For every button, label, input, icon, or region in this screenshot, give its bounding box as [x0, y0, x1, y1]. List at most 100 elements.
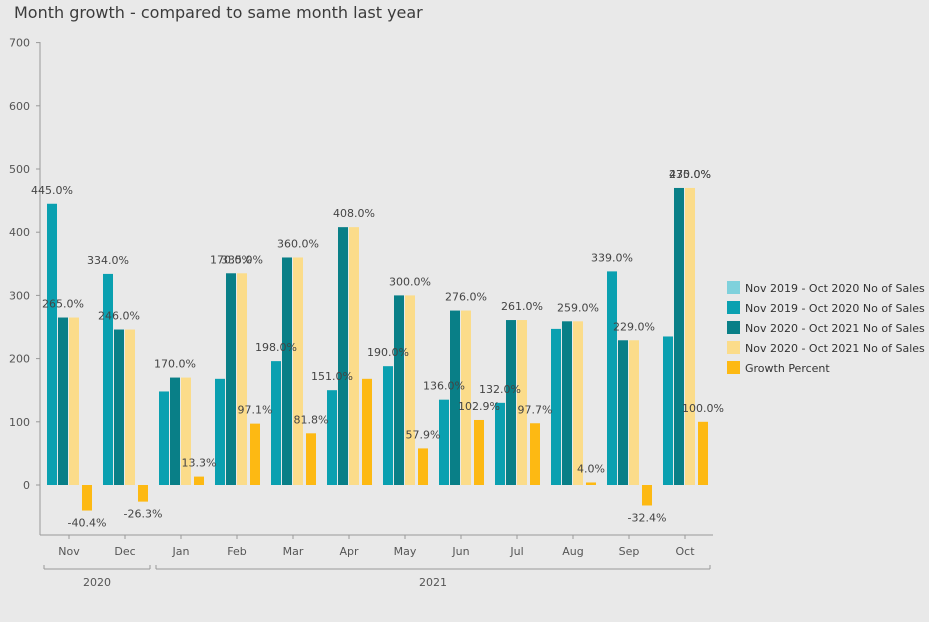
- bar-nov-2020-oct-2021-no-of-sales-may[interactable]: [394, 295, 404, 485]
- bar-growth-percent-jun[interactable]: [474, 419, 484, 485]
- bar-nov-2019-oct-2020-no-of-sales-oct[interactable]: [663, 336, 673, 485]
- bar-nov-2019-oct-2020-no-of-sales-may[interactable]: [383, 366, 393, 485]
- data-label-growth: 81.8%: [294, 413, 329, 426]
- legend-label[interactable]: Nov 2019 - Oct 2020 No of Sales: [745, 302, 925, 315]
- bar-nov-2020-oct-2021-no-of-sales-oct[interactable]: [685, 187, 695, 485]
- bar-nov-2020-oct-2021-no-of-sales-nov[interactable]: [58, 317, 68, 485]
- data-label-bar1: 132.0%: [479, 383, 521, 396]
- data-label-bar3: 360.0%: [277, 237, 319, 250]
- legend-swatch[interactable]: [727, 281, 740, 294]
- bar-nov-2020-oct-2021-no-of-sales-aug[interactable]: [573, 321, 583, 485]
- data-label-growth: 57.9%: [406, 428, 441, 441]
- data-label-growth: -32.4%: [628, 511, 667, 524]
- bar-growth-percent-jan[interactable]: [194, 476, 204, 485]
- year-group-label: 2021: [419, 576, 447, 589]
- data-label-bar3: 408.0%: [333, 207, 375, 220]
- legend-swatch[interactable]: [727, 341, 740, 354]
- bar-nov-2019-oct-2020-no-of-sales-sep[interactable]: [607, 271, 617, 485]
- data-label-bar1: 334.0%: [87, 254, 129, 267]
- data-label-growth: 100.0%: [682, 402, 724, 415]
- bar-growth-percent-aug[interactable]: [586, 482, 596, 485]
- legend-swatch[interactable]: [727, 301, 740, 314]
- bar-nov-2020-oct-2021-no-of-sales-mar[interactable]: [293, 257, 303, 485]
- bar-nov-2020-oct-2021-no-of-sales-jun[interactable]: [461, 310, 471, 485]
- data-label-bar1: 151.0%: [311, 370, 353, 383]
- legend-label[interactable]: Nov 2020 - Oct 2021 No of Sales: [745, 322, 925, 335]
- bar-growth-percent-sep[interactable]: [642, 485, 652, 506]
- data-label-bar3: 259.0%: [557, 301, 599, 314]
- data-label-bar3: 276.0%: [445, 291, 487, 304]
- bar-nov-2020-oct-2021-no-of-sales-jun[interactable]: [450, 310, 460, 485]
- x-tick-label: Mar: [283, 545, 304, 558]
- bar-nov-2019-oct-2020-no-of-sales-aug[interactable]: [551, 328, 561, 485]
- data-label-bar3: 235.0%: [669, 168, 711, 181]
- bar-nov-2020-oct-2021-no-of-sales-feb[interactable]: [237, 273, 247, 485]
- chart-title: Month growth - compared to same month la…: [14, 3, 423, 22]
- y-tick-label: 0: [23, 479, 30, 492]
- bar-growth-percent-oct[interactable]: [698, 421, 708, 485]
- data-label-growth: 97.1%: [238, 404, 273, 417]
- data-label-bar3: 300.0%: [389, 275, 431, 288]
- bar-nov-2019-oct-2020-no-of-sales-jun[interactable]: [439, 399, 449, 485]
- year-group-label: 2020: [83, 576, 111, 589]
- bar-nov-2020-oct-2021-no-of-sales-apr[interactable]: [338, 227, 348, 486]
- x-tick-label: Sep: [619, 545, 640, 558]
- bar-nov-2020-oct-2021-no-of-sales-mar[interactable]: [282, 257, 292, 485]
- data-label-top: 470.0%: [669, 168, 711, 181]
- bar-growth-percent-jul[interactable]: [530, 423, 540, 485]
- bar-nov-2020-oct-2021-no-of-sales-may[interactable]: [405, 295, 415, 485]
- bar-nov-2020-oct-2021-no-of-sales-jul[interactable]: [506, 320, 516, 485]
- bar-nov-2019-oct-2020-no-of-sales-feb[interactable]: [215, 378, 225, 485]
- data-label-bar1: 198.0%: [255, 341, 297, 354]
- bar-nov-2019-oct-2020-no-of-sales-nov[interactable]: [47, 203, 57, 485]
- legend-label[interactable]: Nov 2019 - Oct 2020 No of Sales: [745, 282, 925, 295]
- bar-nov-2020-oct-2021-no-of-sales-jan[interactable]: [170, 377, 180, 485]
- data-label-growth: 97.7%: [518, 403, 553, 416]
- x-tick-label: Feb: [227, 545, 246, 558]
- bar-nov-2020-oct-2021-no-of-sales-oct[interactable]: [674, 187, 684, 485]
- bar-nov-2020-oct-2021-no-of-sales-jan[interactable]: [181, 377, 191, 485]
- legend-label[interactable]: Nov 2020 - Oct 2021 No of Sales: [745, 342, 925, 355]
- data-label-growth: 102.9%: [458, 400, 500, 413]
- bar-growth-percent-dec[interactable]: [138, 485, 148, 502]
- y-tick-label: 500: [9, 163, 30, 176]
- bar-growth-percent-feb[interactable]: [250, 423, 260, 485]
- bar-nov-2019-oct-2020-no-of-sales-dec[interactable]: [103, 273, 113, 485]
- data-label-bar1: 190.0%: [367, 346, 409, 359]
- bar-growth-percent-nov[interactable]: [82, 485, 92, 511]
- bar-nov-2020-oct-2021-no-of-sales-apr[interactable]: [349, 227, 359, 486]
- legend-swatch[interactable]: [727, 361, 740, 374]
- bar-growth-percent-apr[interactable]: [362, 378, 372, 485]
- bar-nov-2020-oct-2021-no-of-sales-dec[interactable]: [114, 329, 124, 485]
- x-tick-label: Aug: [562, 545, 583, 558]
- bar-nov-2019-oct-2020-no-of-sales-mar[interactable]: [271, 361, 281, 485]
- y-tick-label: 600: [9, 100, 30, 113]
- x-tick-label: Oct: [675, 545, 695, 558]
- x-tick-label: Apr: [339, 545, 359, 558]
- data-label-bar3: 335.0%: [221, 253, 263, 266]
- y-tick-label: 200: [9, 353, 30, 366]
- data-label-bar2: 265.0%: [42, 298, 84, 311]
- bar-nov-2020-oct-2021-no-of-sales-sep[interactable]: [618, 340, 628, 485]
- bar-nov-2019-oct-2020-no-of-sales-jan[interactable]: [159, 391, 169, 485]
- legend-swatch[interactable]: [727, 321, 740, 334]
- data-label-growth: 13.3%: [182, 457, 217, 470]
- bar-nov-2019-oct-2020-no-of-sales-jul[interactable]: [495, 402, 505, 485]
- bar-nov-2020-oct-2021-no-of-sales-sep[interactable]: [629, 340, 639, 485]
- bar-growth-percent-may[interactable]: [418, 448, 428, 485]
- y-tick-label: 400: [9, 226, 30, 239]
- bar-nov-2019-oct-2020-no-of-sales-apr[interactable]: [327, 390, 337, 485]
- x-tick-label: Jul: [509, 545, 523, 558]
- data-label-bar3: 261.0%: [501, 300, 543, 313]
- legend-label[interactable]: Growth Percent: [745, 362, 830, 375]
- bar-nov-2020-oct-2021-no-of-sales-feb[interactable]: [226, 273, 236, 485]
- bar-growth-percent-mar[interactable]: [306, 433, 316, 485]
- bar-nov-2020-oct-2021-no-of-sales-nov[interactable]: [69, 317, 79, 485]
- data-label-growth: 4.0%: [577, 462, 605, 475]
- data-label-bar1: 445.0%: [31, 184, 73, 197]
- bar-nov-2020-oct-2021-no-of-sales-dec[interactable]: [125, 329, 135, 485]
- bar-nov-2020-oct-2021-no-of-sales-jul[interactable]: [517, 320, 527, 485]
- bar-nov-2020-oct-2021-no-of-sales-aug[interactable]: [562, 321, 572, 485]
